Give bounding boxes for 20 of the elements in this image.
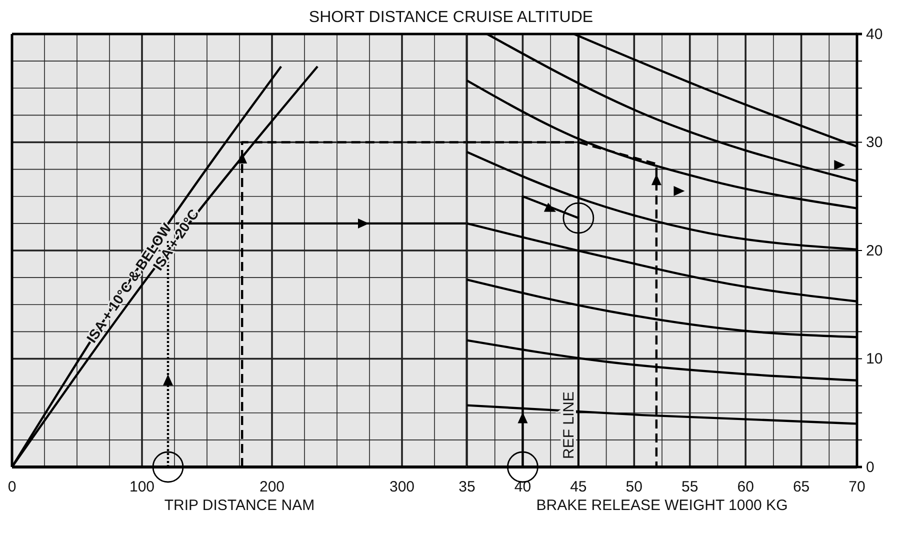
y-tick-label: 30: [866, 134, 883, 152]
x-tick-label: 100: [129, 478, 155, 496]
x-tick-label: 60: [737, 478, 754, 496]
x-tick-label: 50: [626, 478, 642, 496]
y-tick-label: 10: [866, 350, 883, 368]
x-tick-label: 65: [792, 478, 810, 496]
ref-line-label: REF LINE: [560, 391, 578, 459]
x-axis-title: BRAKE RELEASE WEIGHT 1000 KG: [536, 497, 788, 514]
x-tick-label: 45: [570, 478, 587, 496]
x-tick-label: 35: [458, 478, 476, 496]
x-tick-label: 55: [682, 478, 698, 496]
x-tick-label: 300: [389, 478, 415, 496]
x-tick-label: 0: [8, 478, 16, 496]
x-tick-label: 70: [848, 478, 866, 496]
x-tick-label: 200: [259, 478, 285, 496]
y-tick-label: 40: [866, 26, 883, 43]
x-axis-title: TRIP DISTANCE NAM: [164, 497, 315, 514]
chart-title: SHORT DISTANCE CRUISE ALTITUDE: [308, 9, 594, 26]
y-tick-label: 0: [866, 458, 874, 476]
y-tick-label: 20: [866, 242, 883, 260]
